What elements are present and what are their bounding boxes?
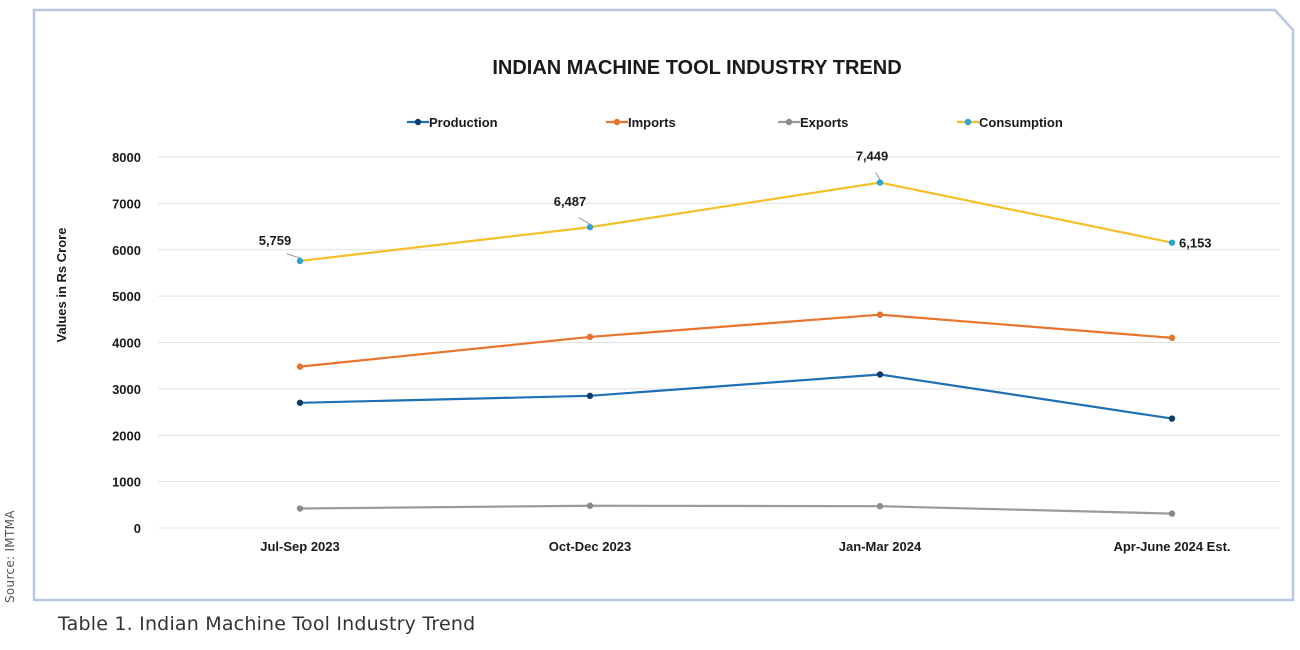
data-label-leader	[286, 253, 301, 259]
data-point-imports	[586, 333, 594, 341]
data-label: 7,449	[856, 149, 889, 164]
y-tick-label: 1000	[112, 475, 141, 490]
y-tick-label: 4000	[112, 336, 141, 351]
data-label-leader	[578, 217, 591, 225]
x-tick-label: Apr-June 2024 Est.	[1113, 539, 1230, 554]
y-tick-label: 7000	[112, 196, 141, 211]
data-point-consumption	[876, 179, 884, 186]
data-label: 5,759	[259, 233, 292, 248]
y-tick-label: 5000	[112, 289, 141, 304]
series-line-production	[299, 373, 1173, 420]
x-axis-ticks: Jul-Sep 2023 Oct-Dec 2023 Jan-Mar 2024 Apr-…	[260, 539, 1230, 554]
figure-caption: Table 1. Indian Machine Tool Industry Tr…	[58, 613, 476, 635]
legend-marker	[613, 118, 621, 126]
data-label: 6,153	[1179, 236, 1212, 251]
data-point-consumption	[296, 257, 304, 265]
legend-label-exports: Exports	[800, 115, 848, 130]
data-point-production	[586, 392, 594, 400]
series-line-exports	[299, 504, 1173, 515]
data-label-leader	[875, 172, 881, 180]
data-point-imports	[876, 311, 884, 318]
legend: Production Imports Exports Consumption	[407, 115, 1063, 130]
data-point-exports	[296, 505, 304, 512]
series-line-consumption	[299, 181, 1173, 263]
legend-label-consumption: Consumption	[979, 115, 1063, 130]
data-point-consumption	[1168, 239, 1176, 246]
series-group	[296, 179, 1176, 517]
y-tick-label: 3000	[112, 382, 141, 397]
legend-marker	[785, 118, 793, 126]
series-line-imports	[299, 313, 1173, 368]
data-point-exports	[1168, 510, 1176, 517]
y-axis-label: Values in Rs Crore	[54, 228, 69, 343]
legend-marker	[964, 118, 972, 126]
y-tick-label: 2000	[112, 428, 141, 443]
data-point-consumption	[586, 223, 594, 231]
y-tick-label: 8000	[112, 150, 141, 165]
data-point-imports	[296, 363, 304, 370]
data-point-exports	[586, 502, 594, 509]
legend-label-imports: Imports	[628, 115, 676, 130]
data-point-production	[296, 399, 304, 406]
y-axis-ticks: 0 1000 2000 3000 4000 5000 6000 7000 8000	[112, 150, 141, 536]
data-point-imports	[1168, 334, 1176, 342]
y-tick-label: 0	[134, 521, 141, 536]
data-point-production	[1168, 415, 1176, 422]
chart-title: INDIAN MACHINE TOOL INDUSTRY TREND	[492, 57, 901, 79]
data-point-exports	[876, 503, 884, 510]
x-tick-label: Jan-Mar 2024	[839, 539, 922, 554]
data-label: 6,487	[554, 194, 587, 209]
data-point-production	[876, 371, 884, 378]
data-labels: 5,759 6,487 7,449 6,153	[259, 149, 1212, 259]
legend-marker	[414, 118, 422, 126]
legend-label-production: Production	[429, 115, 498, 130]
gridlines	[158, 156, 1280, 529]
source-note: Source: IMTMA	[3, 510, 17, 603]
x-tick-label: Oct-Dec 2023	[549, 539, 631, 554]
x-tick-label: Jul-Sep 2023	[260, 539, 340, 554]
y-tick-label: 6000	[112, 243, 141, 258]
